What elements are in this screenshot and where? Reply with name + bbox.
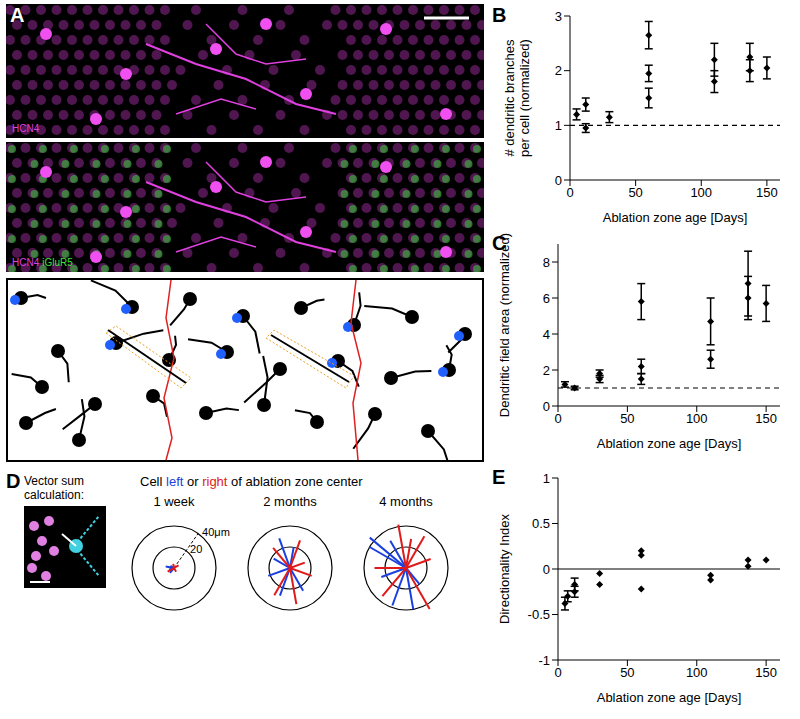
svg-text:Directionality Index: Directionality Index (497, 514, 512, 624)
svg-text:Ablation zone age [Days]: Ablation zone age [Days] (597, 690, 742, 705)
svg-text:Ablation zone age [Days]: Ablation zone age [Days] (597, 436, 742, 451)
svg-text:20: 20 (190, 543, 202, 555)
svg-text:50: 50 (628, 185, 642, 200)
svg-text:4: 4 (543, 327, 550, 342)
svg-text:1: 1 (555, 118, 562, 133)
svg-text:100: 100 (686, 411, 708, 426)
svg-text:40μm: 40μm (202, 526, 230, 538)
svg-text:0: 0 (543, 399, 550, 414)
svg-text:8: 8 (543, 255, 550, 270)
svg-text:0: 0 (554, 411, 561, 426)
svg-text:150: 150 (755, 411, 777, 426)
svg-text:-0.5: -0.5 (528, 607, 550, 622)
svg-text:50: 50 (620, 665, 634, 680)
svg-text:50: 50 (620, 411, 634, 426)
svg-text:0: 0 (543, 562, 550, 577)
svg-text:2: 2 (555, 63, 562, 78)
svg-text:150: 150 (756, 185, 778, 200)
svg-text:0: 0 (554, 665, 561, 680)
svg-text:3: 3 (555, 9, 562, 24)
svg-text:100: 100 (690, 185, 712, 200)
svg-text:0.5: 0.5 (532, 516, 550, 531)
svg-text:# dendritic branchesper cell (: # dendritic branchesper cell (normalized… (502, 39, 532, 157)
svg-text:HCN4: HCN4 (12, 123, 40, 134)
svg-text:0: 0 (566, 185, 573, 200)
svg-text:HCN4iGluR5: HCN4iGluR5 (12, 257, 73, 268)
svg-text:-1: -1 (538, 653, 550, 668)
svg-text:6: 6 (543, 291, 550, 306)
svg-text:100: 100 (686, 665, 708, 680)
svg-text:150: 150 (755, 665, 777, 680)
svg-text:1: 1 (543, 471, 550, 486)
svg-text:0: 0 (555, 173, 562, 188)
svg-text:Ablation zone age [Days]: Ablation zone age [Days] (603, 210, 748, 225)
svg-text:2: 2 (543, 363, 550, 378)
svg-text:Dendritic field area (normaliz: Dendritic field area (normalized) (497, 233, 512, 417)
